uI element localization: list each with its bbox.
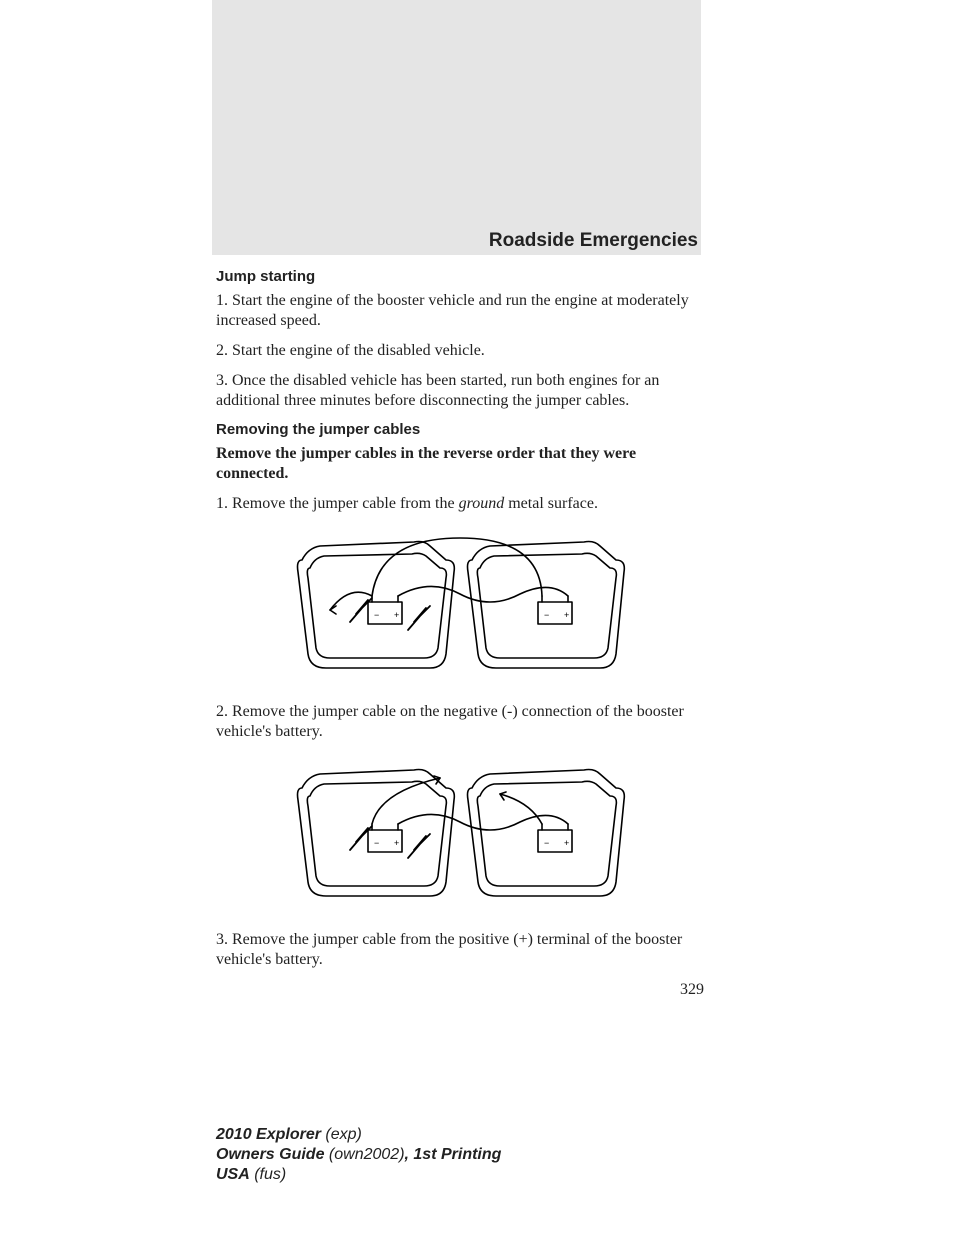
footer-line-1: 2010 Explorer (exp) [216, 1125, 501, 1145]
jump-step-1: 1. Start the engine of the booster vehic… [216, 291, 704, 331]
remove-step-1-italic: ground [459, 495, 505, 512]
diagram-2-pos-right: + [564, 838, 569, 848]
heading-jump-starting: Jump starting [216, 268, 704, 287]
diagram-2: − + − + [290, 752, 630, 922]
footer-line-2: Owners Guide (own2002), 1st Printing [216, 1145, 501, 1165]
footer: 2010 Explorer (exp) Owners Guide (own200… [216, 1125, 501, 1185]
diagram-1-pos-left: + [394, 610, 399, 620]
remove-intro-bold: Remove the jumper cables in the reverse … [216, 444, 704, 484]
remove-step-1-pre: 1. Remove the jumper cable from the [216, 495, 459, 512]
footer-model: 2010 Explorer [216, 1126, 321, 1143]
footer-guide-code: (own2002) [324, 1146, 404, 1163]
footer-country: USA [216, 1166, 250, 1183]
footer-country-code: (fus) [250, 1166, 286, 1183]
jump-step-3: 3. Once the disabled vehicle has been st… [216, 371, 704, 411]
page-number: 329 [216, 980, 704, 1000]
remove-step-3: 3. Remove the jumper cable from the posi… [216, 930, 704, 970]
diagram-2-neg-right: − [544, 838, 549, 848]
footer-line-3: USA (fus) [216, 1165, 501, 1185]
diagram-2-wrap: − + − + [216, 752, 704, 922]
page: Roadside Emergencies Jump starting 1. St… [0, 0, 954, 1235]
footer-guide: Owners Guide [216, 1146, 324, 1163]
remove-step-1-post: metal surface. [504, 495, 598, 512]
heading-removing: Removing the jumper cables [216, 421, 704, 440]
diagram-2-pos-left: + [394, 838, 399, 848]
footer-model-code: (exp) [321, 1126, 362, 1143]
header-gray-block [212, 0, 701, 255]
content-column: Jump starting 1. Start the engine of the… [216, 268, 704, 1016]
footer-printing: , 1st Printing [405, 1146, 502, 1163]
remove-step-1: 1. Remove the jumper cable from the grou… [216, 494, 704, 514]
diagram-2-neg-left: − [374, 838, 379, 848]
diagram-1-neg-right: − [544, 610, 549, 620]
remove-step-2: 2. Remove the jumper cable on the negati… [216, 702, 704, 742]
diagram-1-wrap: − + − + [216, 524, 704, 694]
diagram-1: − + − + [290, 524, 630, 694]
diagram-1-pos-right: + [564, 610, 569, 620]
page-title: Roadside Emergencies [489, 230, 698, 252]
diagram-1-neg-left: − [374, 610, 379, 620]
jump-step-2: 2. Start the engine of the disabled vehi… [216, 341, 704, 361]
